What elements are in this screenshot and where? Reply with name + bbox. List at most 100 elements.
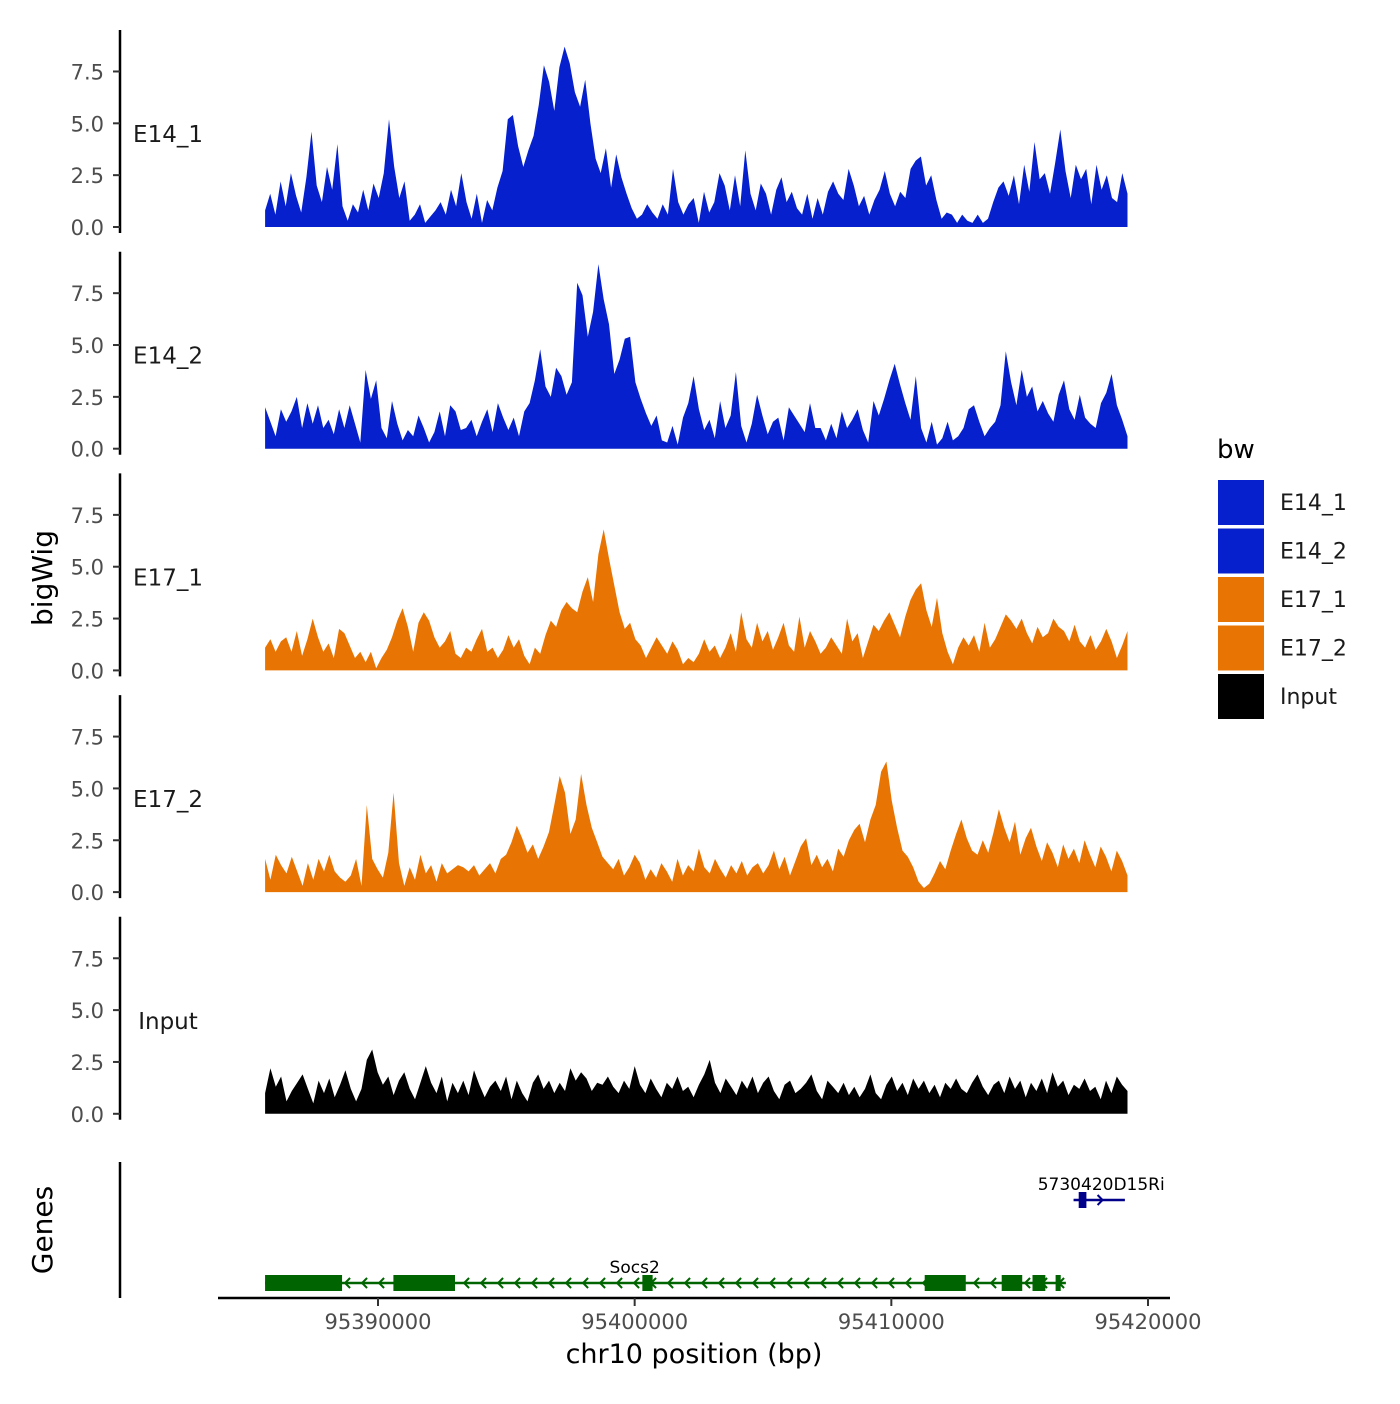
y-tick-label: 2.5 — [71, 1051, 104, 1075]
y-tick-label: 5.0 — [71, 112, 104, 136]
gene-exon — [1001, 1275, 1023, 1291]
track-label: E17_2 — [133, 787, 203, 813]
gene-exon — [1055, 1275, 1061, 1291]
legend-label: E14_2 — [1280, 540, 1347, 565]
strand-arrow — [462, 1277, 470, 1289]
y-tick-label: 2.5 — [71, 608, 104, 632]
legend-title: bw — [1217, 435, 1255, 465]
strand-arrow — [836, 1277, 844, 1289]
strand-arrow — [734, 1277, 742, 1289]
strand-arrow — [989, 1277, 997, 1289]
signal-area-e14_2 — [265, 264, 1128, 449]
genes-track-title: Genes — [26, 1186, 59, 1274]
strand-arrow — [581, 1277, 589, 1289]
strand-arrow — [360, 1277, 368, 1289]
y-axis-title: bigWig — [26, 530, 59, 626]
strand-arrow — [819, 1277, 827, 1289]
gene-label: 5730420D15Ri — [1038, 1175, 1165, 1195]
strand-arrow — [377, 1277, 385, 1289]
x-tick-label: 95410000 — [838, 1310, 945, 1334]
strand-arrow — [530, 1277, 538, 1289]
y-tick-label: 5.0 — [71, 556, 104, 580]
strand-arrow — [751, 1277, 759, 1289]
x-tick-label: 95390000 — [325, 1310, 432, 1334]
track-label: E14_2 — [133, 344, 203, 370]
strand-arrow — [632, 1277, 640, 1289]
y-tick-label: 0.0 — [71, 438, 104, 462]
strand-arrow — [343, 1277, 351, 1289]
y-tick-label: 0.0 — [71, 881, 104, 905]
signal-area-e17_2 — [265, 761, 1128, 893]
legend-item-e14_2: E14_2 — [1218, 528, 1347, 574]
legend-item-input: Input — [1218, 674, 1337, 719]
y-tick-label: 7.5 — [71, 282, 104, 306]
legend-swatch — [1218, 674, 1264, 719]
legend-label: E17_2 — [1280, 637, 1347, 662]
strand-arrow — [615, 1277, 623, 1289]
y-tick-label: 2.5 — [71, 164, 104, 188]
gene-label: Socs2 — [610, 1258, 660, 1278]
x-axis-title: chr10 position (bp) — [566, 1339, 823, 1370]
strand-arrow — [666, 1277, 674, 1289]
strand-arrow — [972, 1277, 980, 1289]
signal-area-e17_1 — [265, 529, 1128, 671]
strand-arrow — [598, 1277, 606, 1289]
y-tick-label: 7.5 — [71, 947, 104, 971]
strand-arrow — [802, 1277, 810, 1289]
legend-label: Input — [1280, 685, 1337, 710]
legend-label: E17_1 — [1280, 588, 1347, 613]
strand-arrow — [870, 1277, 878, 1289]
strand-arrow — [768, 1277, 776, 1289]
strand-arrow — [904, 1277, 912, 1289]
gene-exon — [265, 1275, 343, 1291]
y-tick-label: 0.0 — [71, 659, 104, 683]
strand-arrow — [564, 1277, 572, 1289]
signal-area-e14_1 — [265, 46, 1128, 227]
strand-arrow — [547, 1277, 555, 1289]
track-label: Input — [138, 1009, 198, 1035]
y-tick-label: 5.0 — [71, 999, 104, 1023]
strand-arrow — [1023, 1277, 1031, 1289]
legend-item-e17_2: E17_2 — [1218, 625, 1347, 671]
x-ticks: 95390000 95400000 95410000 95420000 — [325, 1298, 1202, 1334]
genes-panel: Genes Socs2 5730420D15Ri — [26, 1162, 1165, 1298]
strand-arrow — [717, 1277, 725, 1289]
y-tick-label: 0.0 — [71, 216, 104, 240]
strand-arrow — [785, 1277, 793, 1289]
signal-tracks: 0.0 2.5 5.0 7.5 E14_1 0.0 2.5 5.0 7.5 E14_2 0.0 2.5… — [71, 30, 1128, 1127]
y-tick-label: 7.5 — [71, 504, 104, 528]
y-tick-label: 7.5 — [71, 60, 104, 84]
y-tick-label: 7.5 — [71, 726, 104, 750]
gene-exon — [1032, 1275, 1046, 1291]
y-tick-label: 5.0 — [71, 777, 104, 801]
strand-arrow — [1096, 1194, 1104, 1206]
strand-arrow — [496, 1277, 504, 1289]
track-e17_1: 0.0 2.5 5.0 7.5 E17_1 — [71, 473, 1128, 683]
strand-arrow — [479, 1277, 487, 1289]
strand-arrow — [513, 1277, 521, 1289]
track-e14_1: 0.0 2.5 5.0 7.5 E14_1 — [71, 30, 1128, 240]
legend-items: E14_1 E14_2 E17_1 E17_2 Input — [1218, 480, 1347, 719]
gene-models: Socs2 5730420D15Ri — [265, 1175, 1165, 1291]
legend-label: E14_1 — [1280, 491, 1347, 516]
gene-exon — [1078, 1192, 1087, 1208]
legend-swatch — [1218, 528, 1264, 574]
x-tick-label: 95400000 — [581, 1310, 688, 1334]
legend-item-e17_1: E17_1 — [1218, 577, 1347, 622]
y-tick-label: 2.5 — [71, 386, 104, 410]
strand-arrow — [683, 1277, 691, 1289]
legend-swatch — [1218, 577, 1264, 622]
strand-arrow — [700, 1277, 708, 1289]
strand-arrow — [887, 1277, 895, 1289]
gene-exon — [393, 1275, 455, 1291]
legend-swatch — [1218, 625, 1264, 671]
track-input: 0.0 2.5 5.0 7.5 Input — [71, 916, 1128, 1127]
track-e14_2: 0.0 2.5 5.0 7.5 E14_2 — [71, 251, 1128, 462]
x-axis: 95390000 95400000 95410000 95420000 chr10 p… — [218, 1296, 1202, 1370]
legend: bw E14_1 E14_2 E17_1 E17_2 Input — [1217, 435, 1347, 719]
x-tick-label: 95420000 — [1095, 1310, 1202, 1334]
y-tick-label: 0.0 — [71, 1103, 104, 1127]
gene-socs2: Socs2 — [265, 1258, 1066, 1291]
